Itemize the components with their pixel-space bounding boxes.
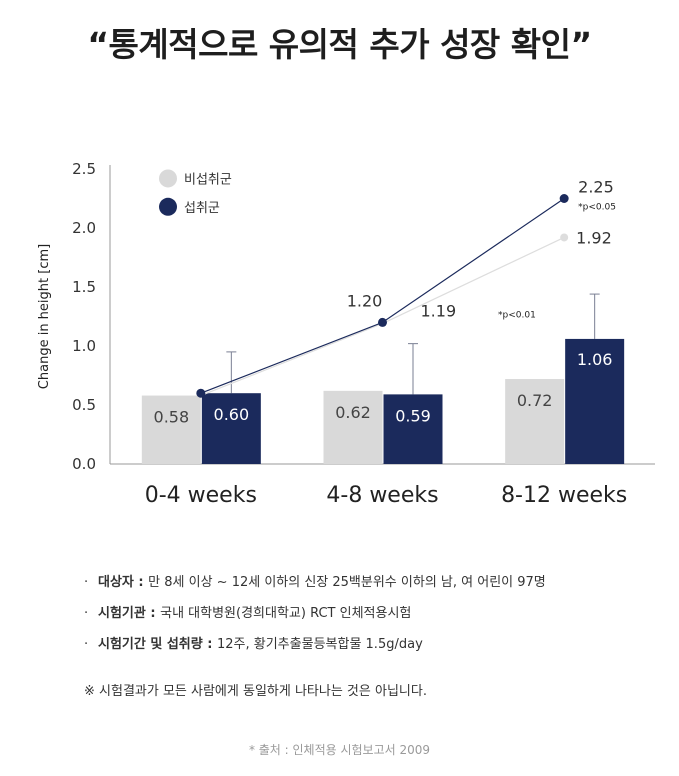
legend-swatch: [159, 197, 177, 216]
bar-treatment: [565, 338, 625, 464]
x-category-label: 0-4 weeks: [145, 483, 257, 508]
disclaimer: ※ 시험결과가 모든 사람에게 동일하게 나타나는 것은 아닙니다.: [84, 684, 427, 699]
bar-treatment: [383, 394, 443, 464]
note-key: 시험기관: [98, 606, 146, 621]
bar-control-value: 0.58: [154, 408, 190, 427]
y-tick-label: 0.0: [72, 455, 96, 473]
y-axis-title: Change in height [cm]: [37, 244, 52, 389]
y-tick-label: 2.0: [72, 219, 96, 237]
y-tick-label: 2.5: [72, 160, 96, 178]
cumulative-point-treatment: [378, 317, 387, 327]
x-category-label: 8-12 weeks: [501, 483, 627, 508]
y-tick-label: 1.5: [72, 278, 96, 296]
bullet-dot: ·: [84, 637, 89, 652]
bar-treatment-value: 1.06: [577, 350, 613, 369]
cumulative-point-treatment: [196, 388, 206, 398]
cumulative-line-treatment: [200, 198, 565, 394]
bar-treatment-value: 0.60: [214, 405, 250, 424]
bar-control-value: 0.72: [517, 391, 553, 410]
note-text: 12주, 황기추출물등복합물 1.5g/day: [217, 637, 423, 652]
note-key: 대상자: [98, 575, 134, 590]
headline: “통계적으로 유의적 추가 성장 확인”: [87, 25, 592, 64]
source-credit: * 출처 : 인체적용 시험보고서 2009: [248, 743, 431, 757]
bar-treatment-value: 0.59: [395, 406, 431, 425]
legend-swatch: [159, 169, 177, 188]
bar-control: [323, 390, 383, 464]
cumulative-label-treatment: 2.25: [578, 178, 614, 197]
x-category-label: 4-8 weeks: [326, 483, 438, 508]
note-separator: :: [202, 637, 217, 652]
significance-annotation: *p<0.01: [498, 311, 536, 321]
note-subjects: · 대상자 : 만 8세 이상 ~ 12세 이하의 신장 25백분위수 이하의 남…: [84, 573, 546, 604]
cumulative-label-treatment: 1.20: [347, 291, 383, 310]
note-key: 시험기간 및 섭취량: [98, 637, 203, 652]
note-separator: :: [133, 575, 149, 590]
note-separator: :: [145, 606, 161, 621]
legend-label: 비섭취군: [184, 172, 232, 187]
cumulative-label-control: 1.92: [576, 228, 612, 247]
study-notes: · 대상자 : 만 8세 이상 ~ 12세 이하의 신장 25백분위수 이하의 남…: [84, 573, 546, 666]
note-period-dose: · 시험기간 및 섭취량 : 12주, 황기추출물등복합물 1.5g/day: [84, 635, 546, 666]
legend-label: 섭취군: [184, 201, 220, 216]
bullet-dot: ·: [84, 606, 89, 621]
note-text: 만 8세 이상 ~ 12세 이하의 신장 25백분위수 이하의 남, 여 어린이…: [148, 575, 546, 590]
y-tick-label: 0.5: [72, 396, 96, 414]
cumulative-point-treatment: [559, 194, 569, 203]
cumulative-point-control: [560, 233, 569, 242]
y-tick-label: 1.0: [72, 337, 96, 355]
bullet-dot: ·: [84, 575, 89, 590]
bar-control: [505, 379, 565, 464]
cumulative-label-control: 1.19: [421, 302, 457, 321]
note-text: 국내 대학병원(경희대학교) RCT 인체적용시험: [160, 606, 412, 621]
bar-control: [141, 395, 201, 464]
height-change-chart: 0.0 0.5 1.0 1.5 2.0 2.5 Change in height [cm] 0…: [37, 160, 655, 508]
note-institution: · 시험기관 : 국내 대학병원(경희대학교) RCT 인체적용시험: [84, 604, 546, 635]
significance-annotation: *p<0.05: [578, 203, 616, 213]
bar-control-value: 0.62: [335, 403, 371, 422]
bar-treatment: [201, 393, 261, 464]
